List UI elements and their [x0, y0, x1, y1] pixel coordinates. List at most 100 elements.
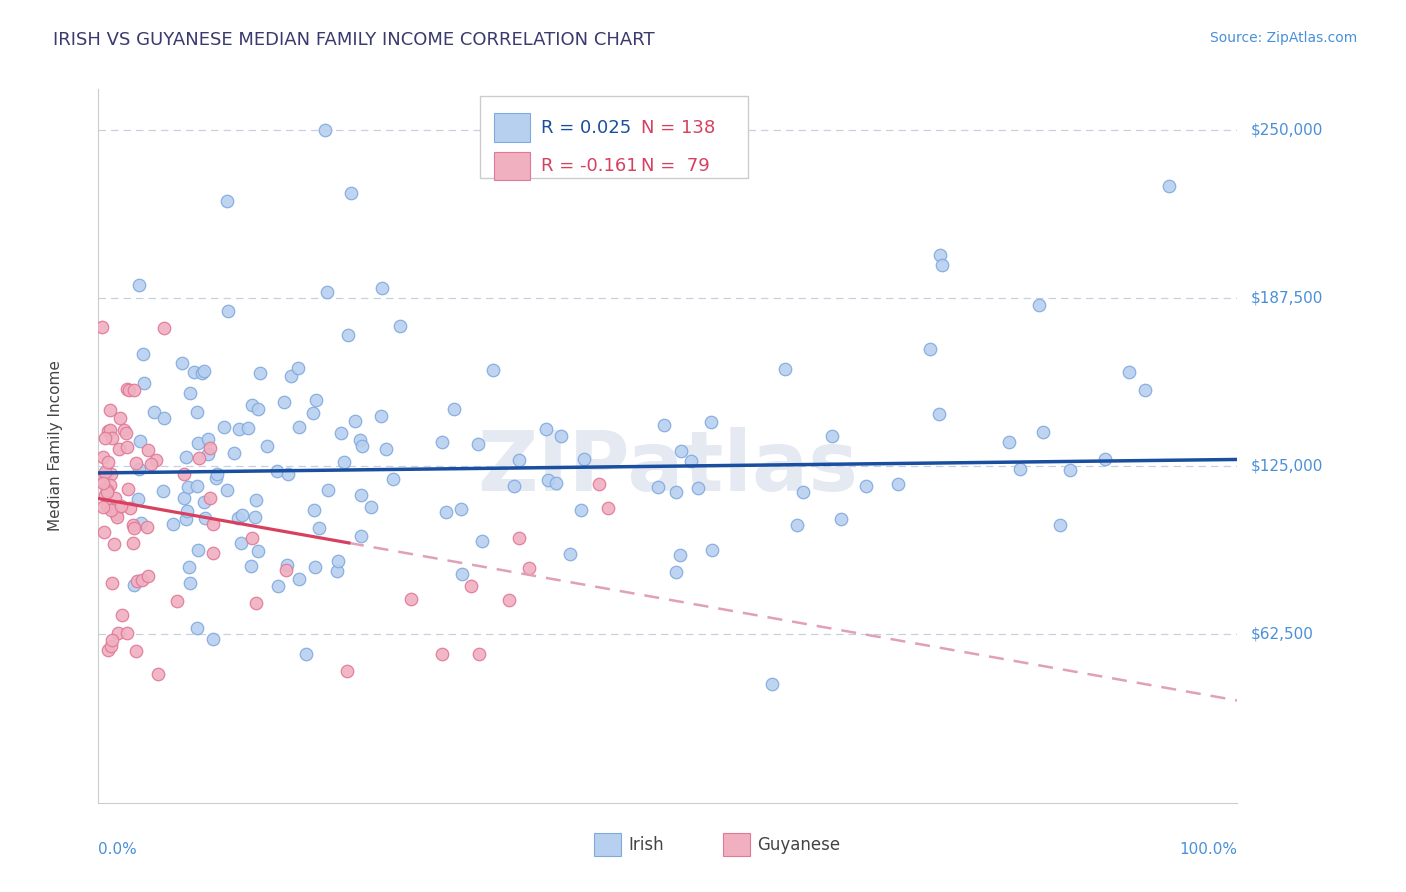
- Point: [773, 362, 796, 376]
- Point: [122, 521, 145, 535]
- Point: [315, 285, 337, 299]
- Bar: [479, 96, 748, 178]
- Point: [108, 410, 131, 425]
- Point: [200, 442, 222, 456]
- Point: [328, 554, 350, 568]
- Point: [177, 560, 200, 574]
- Text: 0.0%: 0.0%: [98, 842, 138, 857]
- Point: [128, 462, 150, 476]
- Point: [183, 365, 205, 379]
- Point: [97, 643, 120, 657]
- Point: [276, 562, 298, 576]
- Point: [246, 401, 269, 416]
- Point: [194, 511, 217, 525]
- Point: [434, 505, 457, 519]
- Point: [305, 393, 328, 408]
- Point: [460, 579, 482, 593]
- Point: [243, 510, 266, 524]
- Point: [153, 321, 176, 335]
- Point: [217, 483, 239, 497]
- Point: [231, 508, 253, 522]
- Point: [330, 426, 353, 441]
- Point: [131, 573, 153, 587]
- Point: [295, 648, 318, 662]
- Point: [240, 558, 263, 573]
- Text: Guyanese: Guyanese: [756, 836, 839, 854]
- Point: [668, 548, 690, 562]
- Point: [558, 547, 581, 561]
- Point: [118, 383, 141, 397]
- Point: [129, 434, 152, 448]
- Point: [117, 482, 139, 496]
- Point: [128, 278, 150, 293]
- Point: [179, 386, 201, 401]
- Point: [855, 479, 877, 493]
- Text: Median Family Income: Median Family Income: [48, 360, 63, 532]
- Point: [186, 478, 208, 492]
- Point: [135, 520, 157, 534]
- Point: [1032, 425, 1054, 439]
- Point: [100, 467, 122, 481]
- Point: [187, 451, 209, 466]
- Point: [1028, 298, 1050, 312]
- Point: [121, 536, 143, 550]
- Point: [111, 608, 134, 623]
- Text: N = 138: N = 138: [641, 119, 714, 136]
- Point: [115, 440, 138, 454]
- Point: [104, 507, 127, 521]
- Point: [481, 363, 503, 377]
- Point: [550, 429, 572, 443]
- Point: [170, 356, 193, 370]
- Text: Irish: Irish: [628, 836, 664, 854]
- Point: [98, 477, 121, 491]
- Point: [277, 467, 299, 481]
- Point: [103, 537, 125, 551]
- Text: N =  79: N = 79: [641, 157, 709, 175]
- Point: [1157, 178, 1180, 193]
- Point: [105, 510, 128, 524]
- Text: $250,000: $250,000: [1251, 122, 1323, 137]
- Point: [350, 439, 373, 453]
- Point: [302, 503, 325, 517]
- Text: $62,500: $62,500: [1251, 627, 1313, 642]
- Point: [432, 435, 454, 450]
- Point: [146, 666, 169, 681]
- Point: [266, 464, 288, 478]
- Point: [370, 409, 392, 423]
- Point: [671, 443, 693, 458]
- Point: [326, 564, 349, 578]
- Point: [97, 455, 120, 469]
- Point: [191, 366, 214, 380]
- Point: [91, 472, 114, 486]
- Point: [98, 423, 121, 437]
- Point: [143, 405, 166, 419]
- Point: [1118, 365, 1140, 379]
- Point: [193, 364, 215, 378]
- Point: [537, 473, 560, 487]
- Point: [96, 500, 118, 514]
- Point: [430, 647, 453, 661]
- Point: [1008, 462, 1031, 476]
- Point: [502, 479, 524, 493]
- Point: [399, 591, 422, 606]
- Point: [450, 502, 472, 516]
- Point: [665, 484, 688, 499]
- Point: [100, 502, 122, 516]
- Point: [202, 516, 225, 531]
- Bar: [593, 833, 621, 856]
- Point: [91, 450, 114, 464]
- Point: [792, 485, 814, 500]
- Point: [91, 319, 114, 334]
- Point: [94, 488, 117, 502]
- Point: [242, 531, 264, 545]
- Point: [177, 480, 200, 494]
- Point: [193, 495, 215, 509]
- Point: [134, 376, 156, 391]
- Point: [467, 437, 489, 451]
- Point: [215, 194, 238, 208]
- Point: [681, 453, 703, 467]
- Point: [340, 186, 363, 200]
- Point: [245, 596, 267, 610]
- Point: [508, 532, 530, 546]
- Point: [229, 536, 252, 550]
